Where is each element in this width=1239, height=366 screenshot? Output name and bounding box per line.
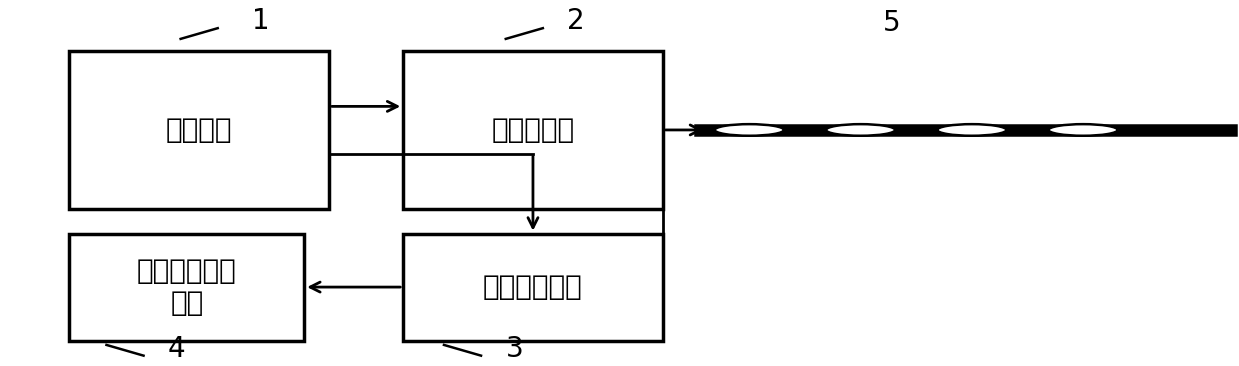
Bar: [403, 234, 663, 341]
Text: 光源模块: 光源模块: [166, 116, 233, 144]
Text: 3: 3: [506, 335, 523, 362]
Ellipse shape: [826, 124, 896, 136]
Ellipse shape: [715, 124, 784, 136]
Text: 2: 2: [567, 7, 585, 35]
Text: 相干接收模块: 相干接收模块: [483, 273, 582, 301]
Bar: [403, 51, 663, 209]
Text: 4: 4: [169, 335, 186, 362]
Text: 光调制模块: 光调制模块: [492, 116, 575, 144]
Text: 1: 1: [253, 7, 270, 35]
Text: 5: 5: [882, 9, 901, 37]
Text: 数字信号处理
模块: 数字信号处理 模块: [138, 257, 237, 317]
Ellipse shape: [937, 124, 1006, 136]
Bar: [69, 234, 305, 341]
Ellipse shape: [1048, 124, 1118, 136]
Bar: [69, 51, 330, 209]
